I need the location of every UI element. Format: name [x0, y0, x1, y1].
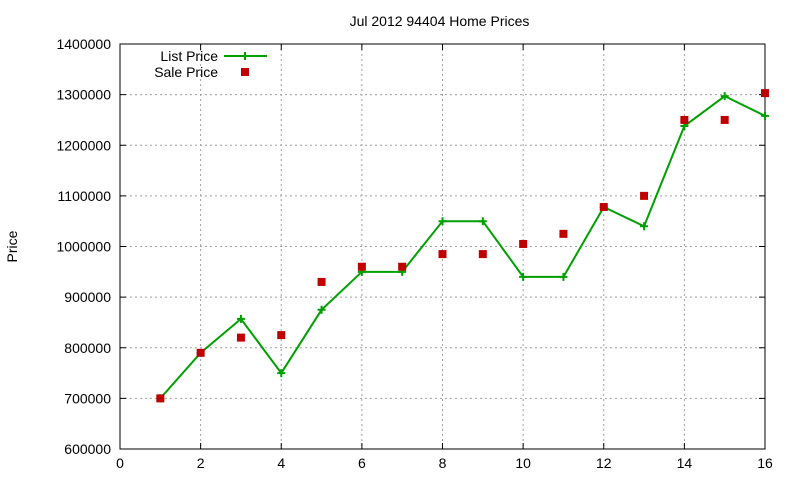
legend-entry: List Price — [160, 48, 267, 64]
x-tick-label: 16 — [757, 455, 773, 471]
y-tick-label: 1100000 — [58, 188, 112, 204]
data-point — [438, 250, 447, 259]
legend-label: Sale Price — [154, 64, 218, 80]
data-point — [640, 222, 649, 231]
grid-lines — [120, 44, 765, 449]
x-tick-label: 4 — [277, 455, 285, 471]
data-point — [720, 115, 729, 124]
series-layer — [156, 89, 769, 403]
x-tick-label: 2 — [197, 455, 205, 471]
y-tick-label: 800000 — [64, 340, 111, 356]
data-point — [196, 348, 205, 357]
data-point — [478, 217, 487, 226]
legend-label: List Price — [160, 48, 218, 64]
data-point — [680, 115, 689, 124]
series-line — [159, 94, 766, 400]
legend-entry: Sale Price — [154, 64, 249, 80]
x-tick-label: 10 — [515, 455, 531, 471]
data-point — [559, 272, 568, 281]
data-point — [599, 203, 608, 212]
data-point — [519, 239, 528, 248]
axis-ticks — [119, 43, 766, 450]
data-point — [156, 394, 165, 403]
y-tick-label: 1300000 — [56, 87, 111, 103]
x-tick-label: 14 — [677, 455, 693, 471]
x-tick-label: 12 — [596, 455, 612, 471]
data-point — [317, 305, 326, 314]
data-point — [277, 369, 286, 378]
y-tick-label: 900000 — [64, 289, 111, 305]
y-axis-label: Price — [4, 230, 20, 262]
data-point — [720, 92, 729, 101]
series-1 — [156, 89, 769, 403]
x-tick-label: 6 — [358, 455, 366, 471]
y-tick-labels: 600000 700000 800000 900000 1000000 1100000 12… — [56, 36, 111, 457]
data-point — [317, 277, 326, 286]
y-tick-label: 700000 — [64, 390, 111, 406]
data-point — [761, 89, 769, 98]
x-tick-labels: 0 2 4 6 8 10 12 14 16 — [116, 455, 773, 471]
series-0 — [156, 92, 769, 403]
y-tick-label: 1200000 — [56, 137, 111, 153]
data-point — [398, 262, 407, 271]
data-point — [640, 191, 649, 200]
data-point — [559, 229, 568, 238]
legend-marker — [241, 52, 249, 60]
y-tick-label: 600000 — [64, 441, 111, 457]
data-point — [438, 217, 447, 226]
data-point — [357, 262, 366, 271]
data-point — [761, 111, 769, 120]
y-tick-label: 1000000 — [56, 239, 111, 255]
legend-swatch — [241, 68, 249, 76]
data-point — [236, 333, 245, 342]
x-tick-label: 0 — [116, 455, 124, 471]
data-point — [519, 272, 528, 281]
data-point — [236, 314, 245, 323]
chart-title: Jul 2012 94404 Home Prices — [350, 13, 530, 29]
data-point — [478, 250, 487, 259]
data-point — [277, 331, 286, 340]
y-tick-label: 1400000 — [56, 36, 111, 52]
x-tick-label: 8 — [439, 455, 447, 471]
